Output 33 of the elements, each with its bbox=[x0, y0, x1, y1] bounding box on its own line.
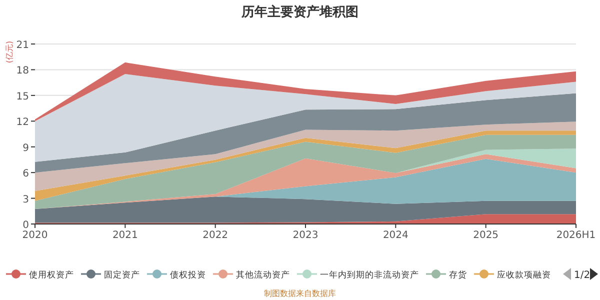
y-tick-label: 9 bbox=[22, 142, 29, 154]
legend-label: 固定资产 bbox=[104, 270, 140, 280]
legend-label: 应收款项融资 bbox=[497, 270, 551, 280]
一年内到期的非流动资产: 一年内到期的非流动资产 bbox=[297, 270, 419, 280]
legend-label: 存货 bbox=[449, 270, 467, 280]
legend-label: 其他流动资产 bbox=[236, 270, 290, 280]
text: 制图数据来自数据库 bbox=[264, 289, 336, 298]
x-tick-label: 2023 bbox=[292, 230, 318, 241]
legend-label: 债权投资 bbox=[170, 270, 206, 280]
债权投资: 债权投资 bbox=[147, 270, 206, 280]
固定资产: 固定资产 bbox=[81, 270, 140, 280]
应收款项融资: 应收款项融资 bbox=[474, 270, 551, 280]
x-tick-label: 2024 bbox=[382, 230, 408, 241]
legend-label: 使用权资产 bbox=[29, 270, 74, 280]
使用权资产: 使用权资产 bbox=[6, 270, 74, 280]
其他流动资产: 其他流动资产 bbox=[213, 270, 290, 280]
text: 1/2 bbox=[574, 270, 590, 281]
y-tick-label: 0 bbox=[22, 220, 29, 231]
y-tick-label: 15 bbox=[16, 91, 29, 102]
x-tick-label: 2020 bbox=[22, 230, 48, 241]
x-tick-label: 2026H1 bbox=[556, 230, 596, 241]
x-tick-label: 2021 bbox=[112, 230, 138, 241]
y-tick-label: 3 bbox=[22, 194, 29, 206]
legend-label: 一年内到期的非流动资产 bbox=[320, 270, 419, 280]
y-tick-label: 21 bbox=[16, 40, 29, 51]
y-tick-label: 12 bbox=[16, 117, 29, 128]
y-tick-label: 18 bbox=[16, 66, 29, 77]
x-tick-label: 2025 bbox=[473, 230, 499, 241]
chart-title: 历年主要资产堆积图 bbox=[240, 4, 358, 20]
存货: 存货 bbox=[426, 270, 467, 280]
y-axis-title: (亿元) bbox=[5, 40, 14, 64]
x-tick-label: 2022 bbox=[202, 230, 228, 241]
y-tick-label: 6 bbox=[22, 168, 29, 180]
